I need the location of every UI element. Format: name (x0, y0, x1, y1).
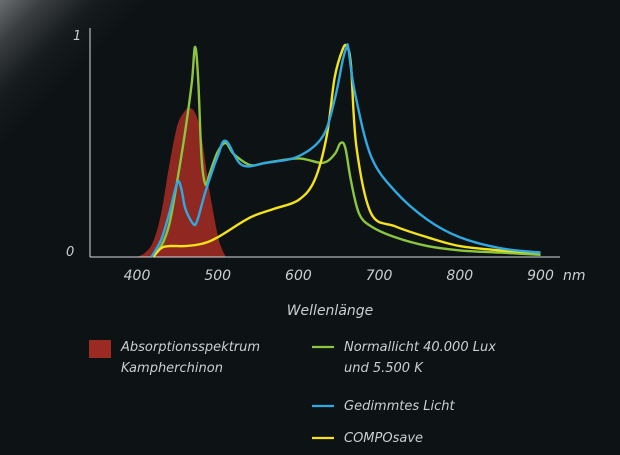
y-tick-label: 1 (73, 29, 81, 44)
series-area-0 (137, 108, 226, 258)
x-tick-label: 600 (285, 268, 312, 284)
x-tick-label: 700 (366, 268, 393, 284)
x-unit-label: nm (563, 268, 586, 284)
y-tick-label: 0 (66, 245, 74, 260)
legend-label-line: und 5.500 K (344, 361, 424, 376)
series-line-2 (150, 43, 541, 258)
legend-swatch-area (89, 340, 111, 358)
series-line-3 (152, 43, 541, 258)
x-tick-label: 800 (446, 268, 473, 284)
x-tick-label: 900 (527, 268, 554, 284)
legend-label-line: Gedimmtes Licht (344, 399, 456, 414)
x-tick-label: 500 (204, 268, 231, 284)
legend-label-area-line1: Absorptionsspektrum (120, 340, 260, 355)
legend-label-line: Normallicht 40.000 Lux (344, 340, 496, 355)
x-axis-title: Wellenlänge (287, 303, 374, 319)
legend-label-line: COMPOsave (344, 431, 423, 446)
x-tick-label: 400 (124, 268, 151, 284)
legend-label-area-line2: Kampherchinon (121, 361, 223, 376)
